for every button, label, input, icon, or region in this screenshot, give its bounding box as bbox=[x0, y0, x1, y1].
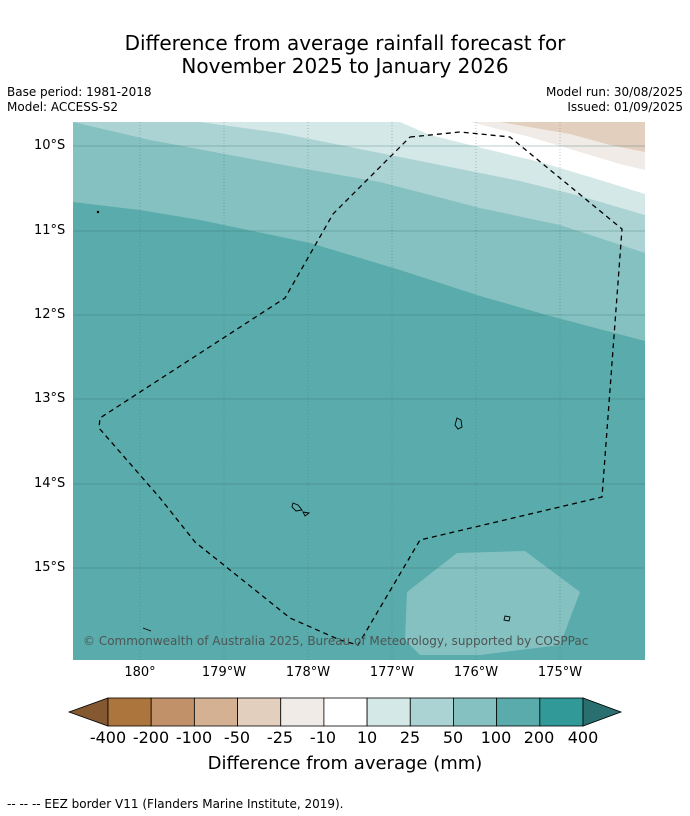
colorbar-swatch bbox=[150, 697, 195, 727]
lat-label-12s: 12°S bbox=[34, 307, 66, 322]
lon-label-177w: 177°W bbox=[369, 665, 415, 680]
lon-label-179w: 179°W bbox=[201, 665, 247, 680]
model-name: Model: ACCESS-S2 bbox=[7, 100, 119, 114]
island-south-west bbox=[142, 627, 152, 632]
colorbar-label: Difference from average (mm) bbox=[207, 753, 483, 774]
colorbar-arrow-low bbox=[67, 697, 109, 727]
lat-label-14s: 14°S bbox=[34, 476, 66, 491]
colorbar-tick: 50 bbox=[442, 728, 464, 747]
colorbar-swatch bbox=[366, 697, 411, 727]
lat-label-13s: 13°S bbox=[34, 391, 66, 406]
lat-label-10s: 10°S bbox=[34, 138, 66, 153]
region-minus-50-25 bbox=[500, 122, 645, 152]
colorbar-tick: -50 bbox=[223, 728, 251, 747]
lon-label-180: 180° bbox=[124, 665, 156, 680]
issued-date: Issued: 01/09/2025 bbox=[567, 100, 683, 114]
colorbar-tick: -100 bbox=[175, 728, 213, 747]
colorbar-arrow-high bbox=[582, 697, 623, 727]
meta-left: Base period: 1981-2018 Model: ACCESS-S2 bbox=[7, 85, 152, 115]
lon-label-175w: 175°W bbox=[537, 665, 583, 680]
colorbar-swatch bbox=[280, 697, 325, 727]
colorbar-tick: -25 bbox=[266, 728, 294, 747]
map-fill-layers bbox=[73, 122, 645, 660]
island-west-1 bbox=[291, 502, 303, 512]
island-dot bbox=[96, 210, 100, 214]
island-north bbox=[454, 417, 463, 430]
footer-legend: -- -- -- EEZ border V11 (Flanders Marine… bbox=[7, 797, 344, 811]
colorbar-swatch bbox=[409, 697, 454, 727]
islands bbox=[96, 210, 511, 632]
colorbar-tick: 100 bbox=[480, 728, 512, 747]
chart-title: Difference from average rainfall forecas… bbox=[0, 32, 690, 78]
colorbar-tick: 400 bbox=[567, 728, 599, 747]
base-period: Base period: 1981-2018 bbox=[7, 85, 152, 99]
graticule bbox=[73, 122, 645, 660]
colorbar-tick: -200 bbox=[132, 728, 170, 747]
colorbar-tick: 25 bbox=[399, 728, 421, 747]
colorbar-swatch bbox=[107, 697, 152, 727]
colorbar-tick: -400 bbox=[89, 728, 127, 747]
region-south-50-100 bbox=[405, 551, 580, 655]
lon-label-176w: 176°W bbox=[453, 665, 499, 680]
colorbar-tick: 200 bbox=[523, 728, 555, 747]
colorbar-tick: -10 bbox=[309, 728, 337, 747]
colorbar-swatch bbox=[237, 697, 282, 727]
colorbar-swatch bbox=[453, 697, 498, 727]
colorbar-swatch bbox=[496, 697, 541, 727]
copyright-notice: © Commonwealth of Australia 2025, Bureau… bbox=[83, 634, 589, 648]
island-west-2 bbox=[302, 511, 311, 517]
colorbar-tick: 10 bbox=[356, 728, 378, 747]
lat-label-15s: 15°S bbox=[34, 560, 66, 575]
colorbar-swatch bbox=[323, 697, 368, 727]
lat-label-11s: 11°S bbox=[34, 223, 66, 238]
title-line-1: Difference from average rainfall forecas… bbox=[124, 31, 566, 55]
model-run: Model run: 30/08/2025 bbox=[545, 85, 683, 99]
colorbar-swatch bbox=[193, 697, 238, 727]
colorbar-swatch bbox=[539, 697, 584, 727]
meta-right: Model run: 30/08/2025 Issued: 01/09/2025 bbox=[546, 85, 683, 115]
island-south-east bbox=[503, 615, 511, 622]
title-line-2: November 2025 to January 2026 bbox=[181, 54, 509, 78]
lon-label-178w: 178°W bbox=[285, 665, 331, 680]
